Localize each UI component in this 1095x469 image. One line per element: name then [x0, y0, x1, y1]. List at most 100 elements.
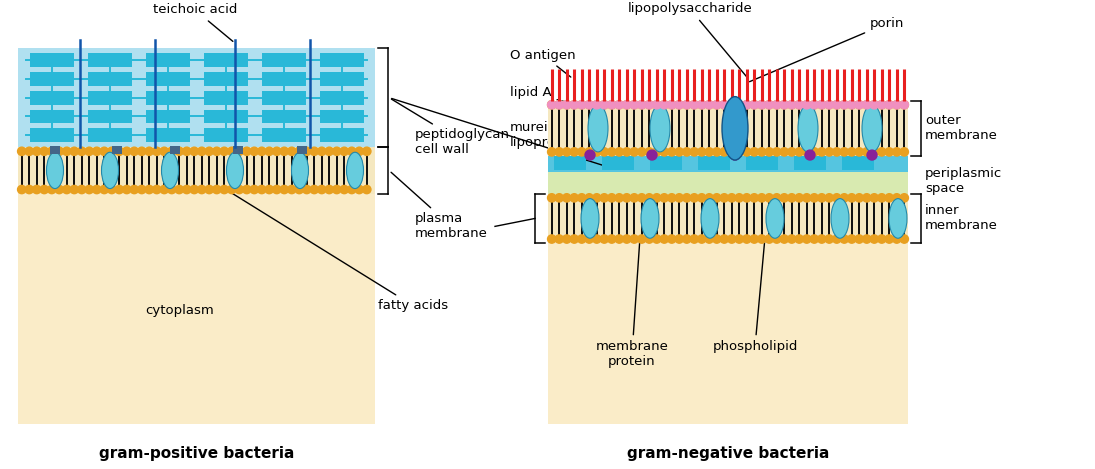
Bar — [783, 202, 785, 235]
Bar — [253, 155, 255, 186]
Bar — [618, 202, 621, 235]
Circle shape — [840, 100, 849, 109]
Circle shape — [787, 148, 796, 156]
Circle shape — [183, 185, 191, 194]
Circle shape — [735, 100, 744, 109]
Circle shape — [548, 100, 556, 109]
Circle shape — [787, 100, 796, 109]
Bar — [903, 202, 906, 235]
Circle shape — [555, 100, 564, 109]
Circle shape — [570, 100, 578, 109]
Circle shape — [885, 235, 894, 243]
Circle shape — [228, 185, 235, 194]
Circle shape — [682, 100, 691, 109]
Bar — [95, 155, 97, 186]
Bar — [320, 53, 364, 67]
Bar — [678, 108, 680, 148]
Circle shape — [100, 185, 108, 194]
Bar — [551, 108, 553, 148]
Circle shape — [892, 148, 901, 156]
Circle shape — [563, 194, 570, 202]
Circle shape — [160, 147, 169, 155]
Bar — [753, 202, 756, 235]
Circle shape — [130, 147, 138, 155]
Circle shape — [787, 235, 796, 243]
Bar — [685, 108, 688, 148]
Bar — [611, 202, 613, 235]
Bar — [30, 53, 74, 67]
Circle shape — [653, 235, 661, 243]
Circle shape — [205, 147, 214, 155]
Bar — [554, 154, 586, 170]
Circle shape — [175, 185, 184, 194]
Circle shape — [773, 100, 781, 109]
Circle shape — [85, 147, 93, 155]
Bar — [35, 155, 38, 186]
Bar — [851, 108, 853, 148]
Circle shape — [773, 235, 781, 243]
Bar — [701, 108, 703, 148]
Circle shape — [795, 235, 804, 243]
Bar — [204, 53, 247, 67]
Circle shape — [310, 185, 319, 194]
Bar — [306, 155, 308, 186]
Bar — [30, 72, 74, 86]
Circle shape — [355, 147, 364, 155]
Circle shape — [705, 194, 714, 202]
Ellipse shape — [650, 105, 670, 152]
Circle shape — [750, 148, 759, 156]
Bar — [50, 155, 53, 186]
Circle shape — [803, 100, 811, 109]
Circle shape — [795, 194, 804, 202]
Circle shape — [690, 194, 699, 202]
Circle shape — [832, 148, 841, 156]
Circle shape — [848, 100, 856, 109]
Circle shape — [780, 100, 788, 109]
Bar — [320, 109, 364, 123]
Circle shape — [645, 148, 654, 156]
Circle shape — [637, 100, 646, 109]
Bar — [111, 155, 113, 186]
Circle shape — [765, 100, 773, 109]
Bar — [633, 202, 635, 235]
Circle shape — [818, 235, 826, 243]
Circle shape — [795, 100, 804, 109]
Circle shape — [735, 235, 744, 243]
Circle shape — [758, 100, 765, 109]
Circle shape — [675, 194, 683, 202]
Circle shape — [585, 100, 593, 109]
Bar — [648, 108, 650, 148]
Bar — [814, 202, 816, 235]
Bar — [828, 108, 830, 148]
Circle shape — [637, 148, 646, 156]
Circle shape — [138, 147, 146, 155]
Bar — [670, 202, 673, 235]
Circle shape — [660, 100, 668, 109]
Circle shape — [548, 100, 556, 109]
Bar — [262, 109, 306, 123]
Bar — [163, 155, 165, 186]
Ellipse shape — [831, 199, 849, 238]
Circle shape — [93, 185, 101, 194]
Circle shape — [900, 100, 909, 109]
Circle shape — [645, 100, 654, 109]
Bar — [328, 155, 331, 186]
Bar — [204, 129, 247, 142]
Circle shape — [721, 194, 728, 202]
Circle shape — [660, 148, 668, 156]
Circle shape — [257, 185, 266, 194]
Bar — [573, 202, 576, 235]
Circle shape — [333, 185, 341, 194]
Circle shape — [742, 235, 751, 243]
Circle shape — [892, 235, 901, 243]
Bar — [664, 202, 666, 235]
Circle shape — [295, 185, 303, 194]
Circle shape — [78, 147, 85, 155]
Circle shape — [855, 235, 864, 243]
Circle shape — [810, 148, 818, 156]
Bar — [231, 155, 233, 186]
Circle shape — [25, 185, 34, 194]
Circle shape — [668, 100, 676, 109]
Circle shape — [318, 147, 326, 155]
Ellipse shape — [46, 152, 64, 189]
